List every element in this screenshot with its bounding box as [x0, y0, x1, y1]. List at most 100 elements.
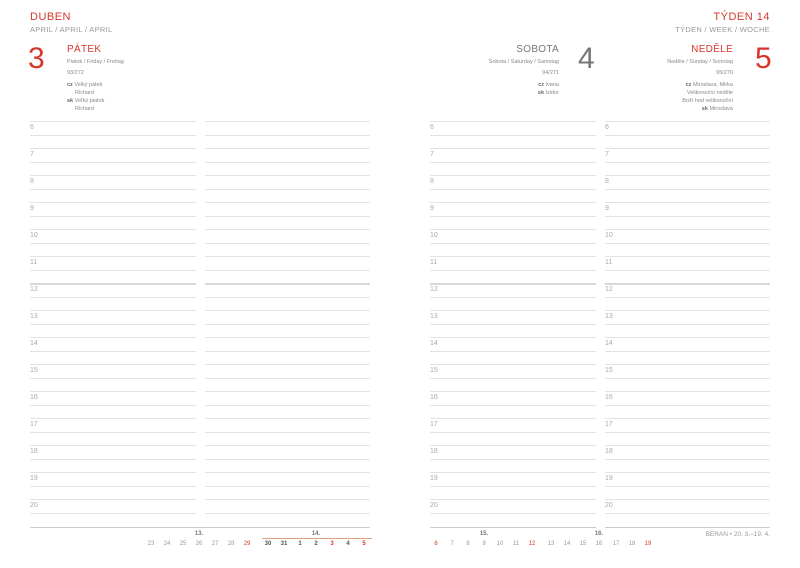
mini-calendar-day: 8: [466, 541, 470, 547]
nameday-cz: cz Velký pátek: [67, 81, 124, 89]
day-block-saturday: SOBOTA Sobota / Saturday / Samstag 94/27…: [489, 44, 559, 97]
hour-label: 7: [430, 151, 434, 158]
week-number: 13.: [194, 531, 204, 537]
mini-calendar-day: 16: [595, 541, 603, 547]
half-hour-line: [205, 242, 370, 244]
hour-line: [30, 121, 196, 122]
hour-label: 20: [30, 502, 38, 509]
half-hour-line: [205, 161, 370, 163]
label-cz: cz: [685, 82, 692, 88]
hour-label: 13: [605, 313, 613, 320]
hour-label: 16: [30, 394, 38, 401]
mini-calendar-day: 13: [547, 541, 555, 547]
mini-calendar-day: 1: [298, 541, 302, 547]
half-hour-line: [430, 242, 596, 244]
half-hour-line: [605, 296, 770, 298]
hour-label: 8: [30, 178, 34, 185]
label-sk: sk: [67, 98, 74, 104]
hour-line: [605, 202, 770, 203]
current-week-marker: [262, 538, 372, 539]
half-hour-line: [205, 404, 370, 406]
week-title: TÝDEN 14: [713, 11, 770, 23]
hour-line: [605, 283, 770, 285]
name-sk: Izidor: [545, 90, 559, 96]
nameday-cz: cz Miroslava, Mirka: [667, 81, 733, 89]
hour-line: [205, 364, 370, 365]
half-hour-line: [430, 161, 596, 163]
hour-line: [30, 499, 196, 500]
mini-calendar-day: 30: [264, 541, 272, 547]
hour-line: [605, 445, 770, 446]
hour-line: [430, 364, 596, 365]
hour-line: [205, 256, 370, 257]
half-hour-line: [430, 404, 596, 406]
hour-label: 20: [605, 502, 613, 509]
half-hour-line: [205, 323, 370, 325]
day-count: 93/272: [67, 70, 84, 76]
hour-label: 14: [30, 340, 38, 347]
label-sk: sk: [537, 90, 545, 96]
hour-label: 9: [30, 205, 34, 212]
hour-label: 19: [605, 475, 613, 482]
half-hour-line: [205, 188, 370, 190]
holiday-cz-2: Boží hod velikonoční: [682, 98, 733, 104]
mini-calendar-day: 25: [179, 541, 187, 547]
day-block-friday: PÁTEK Piatok / Friday / Freitag 93/272 c…: [67, 44, 124, 113]
half-hour-line: [430, 458, 596, 460]
hour-line: [30, 256, 196, 257]
hour-line: [430, 337, 596, 338]
hour-line: [205, 445, 370, 446]
holiday-sk: Veľký piatok: [74, 98, 105, 104]
hour-line: [430, 229, 596, 230]
half-hour-line: [605, 188, 770, 190]
hour-line: [30, 418, 196, 419]
hour-label: 19: [30, 475, 38, 482]
hour-label: 8: [605, 178, 609, 185]
day-sub: Sobota / Saturday / Samstag: [488, 59, 559, 65]
day-sub: Neděle / Sunday / Sonntag: [667, 59, 733, 65]
hour-line: [205, 337, 370, 338]
hour-label: 19: [430, 475, 438, 482]
half-hour-line: [205, 350, 370, 352]
mini-calendar-day: 24: [163, 541, 171, 547]
half-hour-line: [605, 404, 770, 406]
mini-calendar-day: 12: [528, 541, 536, 547]
hour-line: [30, 283, 196, 285]
half-hour-line: [605, 323, 770, 325]
mini-calendar-day: 31: [280, 541, 288, 547]
half-hour-line: [205, 215, 370, 217]
label-cz: cz: [67, 82, 73, 88]
hour-line: [430, 283, 596, 285]
day-number-saturday: 4: [578, 42, 595, 75]
mini-calendar-day: 7: [450, 541, 454, 547]
hour-line: [205, 418, 370, 419]
mini-calendar-day: 26: [195, 541, 203, 547]
nameday-sk-name: Richard: [75, 106, 94, 112]
hour-line: [205, 121, 370, 122]
bottom-rule-right-a: [430, 527, 596, 528]
half-hour-line: [30, 323, 196, 325]
mini-calendar-day: 11: [512, 541, 520, 547]
mini-calendar-day: 19: [644, 541, 652, 547]
half-hour-line: [205, 269, 370, 271]
hour-line: [605, 175, 770, 176]
hour-label: 17: [30, 421, 38, 428]
hour-label: 12: [430, 286, 438, 293]
hour-line: [30, 148, 196, 149]
nameday-sk: sk Miroslava: [667, 105, 733, 113]
hour-label: 15: [430, 367, 438, 374]
half-hour-line: [30, 350, 196, 352]
hour-label: 13: [30, 313, 38, 320]
hour-label: 11: [605, 259, 613, 266]
week-subtitle: TÝDEN / WEEK / WOCHE: [675, 25, 770, 34]
half-hour-line: [30, 269, 196, 271]
hour-line: [605, 256, 770, 257]
mini-calendar-day: 6: [434, 541, 438, 547]
mini-calendar-day: 27: [211, 541, 219, 547]
hour-line: [605, 229, 770, 230]
half-hour-line: [205, 431, 370, 433]
day-name: SOBOTA: [516, 44, 559, 55]
hour-label: 6: [430, 124, 434, 131]
hour-line: [605, 337, 770, 338]
day-count: 95/270: [716, 70, 733, 76]
